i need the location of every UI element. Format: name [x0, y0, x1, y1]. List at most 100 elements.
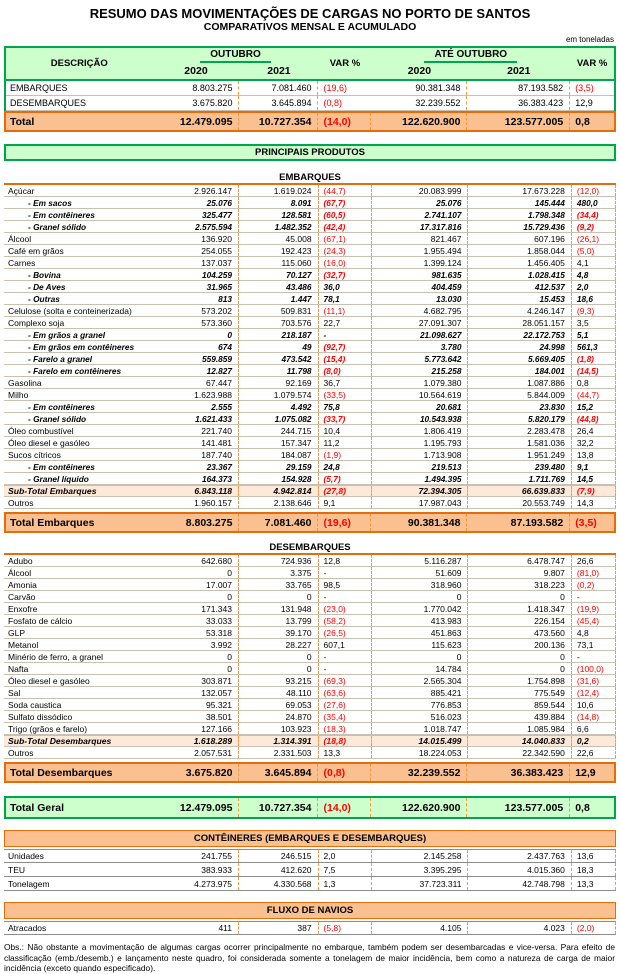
table-row: Enxofre 171.343 131.948 (23,0) 1.770.042 1.41… — [4, 603, 616, 615]
cell-out-2020: 164.373 — [151, 473, 239, 484]
summary-body: EMBARQUES 8.803.275 7.081.460 (19,6) 90.381.… — [6, 81, 614, 111]
cell-ytd-2021: 42.748.798 — [468, 877, 572, 890]
cell-ytd-2020: 122.620.900 — [371, 798, 468, 817]
col-header-month-2020: 2020 — [184, 65, 208, 77]
cell-var-ytd: (9,3) — [572, 305, 616, 316]
cell-ytd-2021: 607.196 — [468, 233, 572, 244]
cell-ytd-2020: 122.620.900 — [371, 113, 468, 130]
cell-var-month: (5,7) — [319, 473, 372, 484]
cell-out-2020: 1.618.289 — [151, 736, 239, 746]
cell-var-ytd: 18,3 — [572, 863, 616, 876]
cell-out-2020: 0 — [151, 567, 239, 578]
cell-ytd-2020: 318.960 — [372, 579, 469, 590]
row-label: Açúcar — [8, 185, 35, 196]
cell-var-ytd: 9,1 — [572, 461, 616, 472]
cell-out-2020: 2.057.531 — [151, 747, 239, 758]
row-label: - Granel líquido — [28, 473, 89, 484]
cell-out-2020: 3.675.820 — [153, 96, 240, 110]
row-label: Carvão — [8, 591, 36, 602]
cell-out-2021: 7.081.460 — [239, 514, 319, 531]
cell-out-2020: 6.843.118 — [151, 486, 239, 496]
cell-ytd-2020: 21.098.627 — [372, 329, 469, 340]
row-label: Total Desembarques — [10, 766, 113, 779]
cell-var-ytd: 32,2 — [572, 437, 616, 448]
embarques-body: Açúcar 2.926.147 1.619.024 (44,7) 20.083.999… — [4, 185, 616, 509]
table-row: Óleo diesel e gasóleo 303.871 93.215 (69,3)… — [4, 675, 616, 687]
row-label: EMBARQUES — [10, 83, 68, 93]
row-label: Carnes — [8, 257, 36, 268]
cell-var-ytd: 73,1 — [572, 639, 616, 650]
cell-var-ytd: 13,8 — [572, 449, 616, 460]
table-row: - Em contêineres 325.477 128.581 (60,5) 2.74… — [4, 209, 616, 221]
cell-out-2020: 127.166 — [151, 723, 239, 734]
cell-out-2020: 137.037 — [151, 257, 239, 268]
row-label: Complexo soja — [8, 317, 65, 328]
cell-out-2021: 28.227 — [239, 639, 319, 650]
cell-var-ytd: 480,0 — [572, 197, 616, 208]
cell-ytd-2020: 516.023 — [372, 711, 469, 722]
cell-out-2020: 12.479.095 — [153, 798, 240, 817]
cell-var-ytd: (45,4) — [572, 615, 616, 626]
cell-var-month: - — [319, 651, 372, 662]
cell-var-ytd: 0,8 — [575, 801, 590, 814]
cell-out-2020: 559.859 — [151, 353, 239, 364]
cell-var-ytd: (12,4) — [572, 687, 616, 698]
cell-ytd-2021: 17.673.228 — [468, 185, 572, 196]
total-row: Total Geral 12.479.095 10.727.354 (14,0) 122… — [4, 796, 616, 819]
cell-out-2021: 387 — [239, 922, 319, 934]
cell-var-ytd: 14,3 — [572, 497, 616, 508]
cell-ytd-2020: 0 — [372, 591, 469, 602]
cell-ytd-2021: 2.283.478 — [468, 425, 572, 436]
row-label: Tonelagem — [8, 878, 50, 889]
embarques-total: Total Embarques 8.803.275 7.081.460 (19,6) 9… — [4, 512, 616, 533]
cell-ytd-2021: 1.028.415 — [468, 269, 572, 280]
table-row: Minério de ferro, a granel 0 0-0 0- — [4, 651, 616, 663]
cell-out-2021: 10.727.354 — [239, 113, 319, 130]
cell-ytd-2021: 145.444 — [468, 197, 572, 208]
cell-ytd-2021: 4.023 — [468, 922, 572, 934]
cell-ytd-2021: 1.456.405 — [468, 257, 572, 268]
cell-out-2021: 4.330.568 — [239, 877, 319, 890]
cell-var-month: (32,7) — [319, 269, 372, 280]
total-row: Total Desembarques 3.675.820 3.645.894 (0,8… — [4, 762, 616, 783]
cell-var-month: (27,6) — [319, 699, 372, 710]
cell-out-2021: 43.486 — [239, 281, 319, 292]
cell-var-month: (19,6) — [318, 514, 372, 531]
cell-out-2021: 39.170 — [239, 627, 319, 638]
cell-ytd-2020: 90.381.348 — [371, 81, 468, 95]
col-header-month-2021: 2021 — [267, 65, 291, 77]
cell-ytd-2021: 5.820.179 — [468, 413, 572, 424]
cell-ytd-2021: 1.085.984 — [468, 723, 572, 734]
cell-out-2021: 2.331.503 — [239, 747, 319, 758]
cell-ytd-2021: 2.437.763 — [468, 850, 572, 862]
table-row: Óleo combustível 221.740 244.715 10,4 1.806.… — [4, 425, 616, 437]
table-row: Soda caustica 95.321 69.053 (27,6) 776.853 85… — [4, 699, 616, 711]
cell-out-2020: 2.575.594 — [151, 221, 239, 232]
cell-var-month: (19,6) — [323, 83, 347, 93]
cell-var-month: (1,9) — [319, 449, 372, 460]
cell-out-2020: 136.920 — [151, 233, 239, 244]
cell-var-ytd: 26,6 — [572, 555, 616, 566]
cell-ytd-2020: 51.609 — [372, 567, 469, 578]
fluxo-navios-table: Atracados 411 387 (5,8) 4.105 4.023 (2,0) — [4, 921, 616, 935]
cell-ytd-2021: 412.537 — [468, 281, 572, 292]
row-label: Café em grãos — [8, 245, 64, 256]
table-row: Carnes 137.037 115.060 (16,0) 1.399.124 1.456… — [4, 257, 616, 269]
cell-var-month: (18,8) — [319, 736, 372, 746]
row-label: Outros — [8, 497, 34, 508]
cell-ytd-2021: 0 — [468, 663, 572, 674]
cell-out-2020: 383.933 — [151, 863, 239, 876]
cell-ytd-2020: 219.513 — [372, 461, 469, 472]
embarques-section-title: EMBARQUES — [4, 171, 616, 185]
table-row: Unidades 241.755 246.515 2,0 2.145.258 2.437.… — [4, 849, 616, 863]
cell-var-month: (26,5) — [319, 627, 372, 638]
cell-var-ytd: (100,0) — [572, 663, 616, 674]
cell-var-ytd: (44,7) — [572, 389, 616, 400]
cell-var-ytd: 0,8 — [575, 115, 590, 128]
cell-out-2020: 254.055 — [151, 245, 239, 256]
cell-var-ytd: (31,6) — [572, 675, 616, 686]
total-geral-row: Total Geral 12.479.095 10.727.354 (14,0) 122… — [4, 796, 616, 819]
cell-var-ytd: (3,5) — [575, 83, 594, 93]
cell-ytd-2021: 473.560 — [468, 627, 572, 638]
cell-var-month: (33,5) — [319, 389, 372, 400]
